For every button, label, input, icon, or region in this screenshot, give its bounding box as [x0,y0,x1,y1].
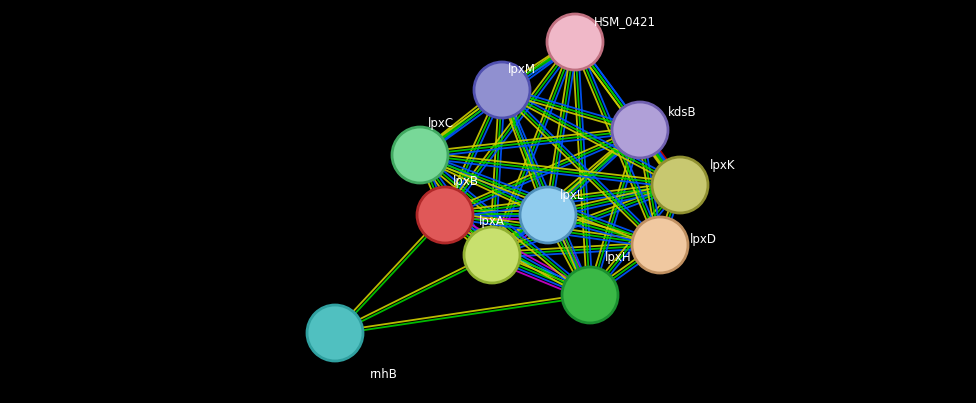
Text: lpxH: lpxH [605,251,631,264]
Text: lpxL: lpxL [560,189,585,202]
Circle shape [464,227,520,283]
Circle shape [612,102,668,158]
Text: lpxB: lpxB [453,175,479,189]
Circle shape [632,217,688,273]
Circle shape [307,305,363,361]
Circle shape [417,187,473,243]
Circle shape [474,62,530,118]
Text: kdsB: kdsB [668,106,697,118]
Text: lpxM: lpxM [508,64,536,77]
Text: rnhB: rnhB [370,368,398,382]
Circle shape [562,267,618,323]
Text: HSM_0421: HSM_0421 [594,15,656,29]
Circle shape [392,127,448,183]
Circle shape [652,157,708,213]
Text: lpxD: lpxD [690,233,717,247]
Circle shape [520,187,576,243]
Text: lpxA: lpxA [479,216,505,229]
Text: lpxK: lpxK [710,158,736,172]
Text: lpxC: lpxC [428,118,454,131]
Circle shape [547,14,603,70]
